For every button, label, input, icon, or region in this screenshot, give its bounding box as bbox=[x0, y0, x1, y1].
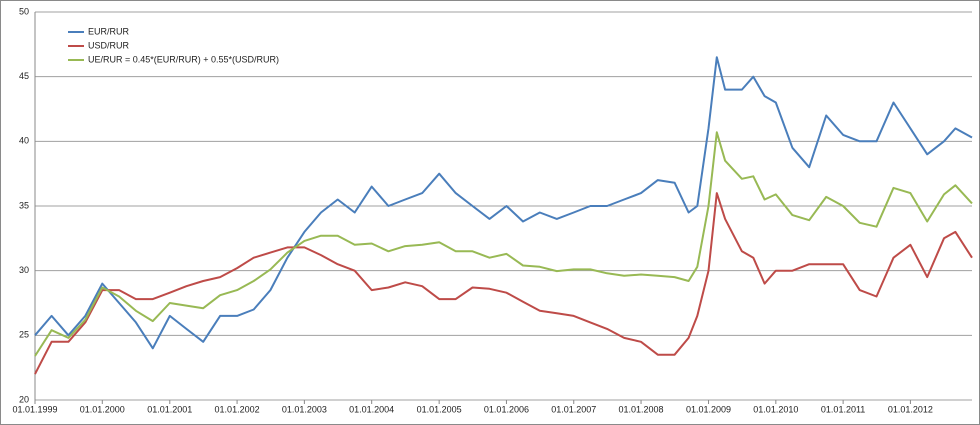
x-tick-label: 01.01.2007 bbox=[551, 404, 596, 414]
x-tick-label: 01.01.2009 bbox=[686, 404, 731, 414]
series-line bbox=[34, 192, 973, 375]
series-line bbox=[34, 56, 973, 350]
legend-label: UE/RUR = 0.45*(EUR/RUR) + 0.55*(USD/RUR) bbox=[88, 54, 279, 64]
x-tick-label: 01.01.2005 bbox=[417, 404, 462, 414]
y-tick-label: 35 bbox=[19, 200, 29, 210]
y-tick-label: 30 bbox=[19, 265, 29, 275]
x-tick-label: 01.01.2006 bbox=[484, 404, 529, 414]
x-tick-label: 01.01.2003 bbox=[282, 404, 327, 414]
x-tick-label: 01.01.2012 bbox=[888, 404, 933, 414]
x-tick-label: 01.01.2011 bbox=[821, 404, 865, 414]
y-tick-label: 45 bbox=[19, 71, 29, 81]
x-tick-label: 01.01.2001 bbox=[147, 404, 192, 414]
x-tick-label: 01.01.2008 bbox=[619, 404, 664, 414]
x-tick-label: 01.01.2002 bbox=[215, 404, 260, 414]
x-tick-label: 01.01.2000 bbox=[80, 404, 125, 414]
y-tick-label: 40 bbox=[19, 136, 29, 146]
y-tick-label: 50 bbox=[19, 6, 29, 16]
y-tick-label: 20 bbox=[19, 394, 29, 404]
legend-label: USD/RUR bbox=[88, 40, 130, 50]
y-tick-label: 25 bbox=[19, 330, 29, 340]
series-line bbox=[34, 131, 973, 357]
x-tick-label: 01.01.2004 bbox=[349, 404, 394, 414]
legend-label: EUR/RUR bbox=[88, 26, 130, 36]
x-tick-label: 01.01.1999 bbox=[12, 404, 57, 414]
x-tick-label: 01.01.2010 bbox=[753, 404, 798, 414]
